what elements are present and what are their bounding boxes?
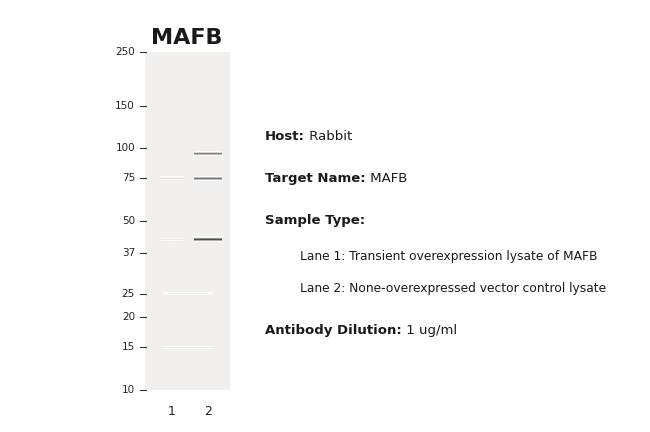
Text: 50: 50 (122, 216, 135, 226)
Text: 15: 15 (122, 343, 135, 353)
Text: 20: 20 (122, 312, 135, 322)
Text: 150: 150 (115, 101, 135, 111)
Bar (145, 52, 230, 390)
Text: 25: 25 (122, 289, 135, 299)
Text: Lane 1: Transient overexpression lysate of MAFB: Lane 1: Transient overexpression lysate … (300, 250, 597, 263)
Text: MAFB: MAFB (151, 28, 223, 48)
Text: 10: 10 (122, 385, 135, 395)
Text: Rabbit: Rabbit (305, 130, 352, 143)
Text: Target Name:: Target Name: (265, 172, 365, 185)
Text: 100: 100 (116, 143, 135, 153)
Text: 250: 250 (115, 47, 135, 57)
Text: 37: 37 (122, 248, 135, 257)
Text: 1: 1 (168, 405, 176, 418)
Text: 1 ug/ml: 1 ug/ml (402, 324, 457, 337)
Text: Lane 2: None-overexpressed vector control lysate: Lane 2: None-overexpressed vector contro… (300, 282, 606, 295)
Text: MAFB: MAFB (365, 172, 407, 185)
Text: Sample Type:: Sample Type: (265, 214, 365, 227)
Text: 2: 2 (204, 405, 212, 418)
Text: Host:: Host: (265, 130, 305, 143)
Text: 75: 75 (122, 173, 135, 184)
Text: Antibody Dilution:: Antibody Dilution: (265, 324, 402, 337)
